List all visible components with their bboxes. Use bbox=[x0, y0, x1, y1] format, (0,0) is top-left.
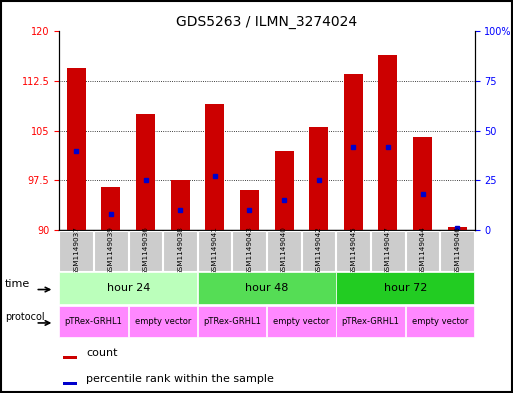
Bar bbox=[406, 306, 474, 337]
Bar bbox=[163, 231, 197, 271]
Bar bbox=[129, 231, 162, 271]
Bar bbox=[232, 231, 266, 271]
Text: GSM1149042: GSM1149042 bbox=[315, 226, 322, 275]
Bar bbox=[63, 382, 77, 385]
Text: pTRex-GRHL1: pTRex-GRHL1 bbox=[342, 317, 400, 326]
Bar bbox=[267, 231, 301, 271]
Text: GSM1149046: GSM1149046 bbox=[454, 226, 460, 275]
Text: hour 48: hour 48 bbox=[245, 283, 288, 293]
Bar bbox=[302, 231, 336, 271]
Bar bbox=[60, 272, 197, 304]
Bar bbox=[267, 306, 336, 337]
Bar bbox=[448, 227, 467, 230]
Text: GSM1149047: GSM1149047 bbox=[385, 226, 391, 275]
Text: percentile rank within the sample: percentile rank within the sample bbox=[86, 374, 274, 384]
Text: GSM1149045: GSM1149045 bbox=[350, 226, 357, 275]
Bar bbox=[198, 306, 266, 337]
Text: empty vector: empty vector bbox=[273, 317, 329, 326]
Bar bbox=[379, 55, 398, 230]
Text: GSM1149039: GSM1149039 bbox=[108, 226, 114, 275]
Bar bbox=[63, 356, 77, 360]
Bar bbox=[274, 151, 293, 230]
Text: count: count bbox=[86, 348, 117, 358]
Bar bbox=[60, 231, 93, 271]
Text: GSM1149038: GSM1149038 bbox=[177, 226, 183, 275]
Bar bbox=[240, 190, 259, 230]
Text: hour 72: hour 72 bbox=[384, 283, 427, 293]
Text: time: time bbox=[5, 279, 30, 289]
Bar bbox=[102, 187, 121, 230]
Bar bbox=[60, 306, 128, 337]
Bar bbox=[337, 272, 474, 304]
Bar bbox=[94, 231, 128, 271]
Text: GSM1149044: GSM1149044 bbox=[420, 226, 426, 275]
Title: GDS5263 / ILMN_3274024: GDS5263 / ILMN_3274024 bbox=[176, 15, 358, 29]
Text: pTRex-GRHL1: pTRex-GRHL1 bbox=[203, 317, 261, 326]
Bar bbox=[136, 114, 155, 230]
Bar bbox=[413, 137, 432, 230]
Text: GSM1149036: GSM1149036 bbox=[143, 226, 149, 275]
Text: hour 24: hour 24 bbox=[107, 283, 150, 293]
Bar bbox=[171, 180, 190, 230]
Text: GSM1149043: GSM1149043 bbox=[246, 226, 252, 275]
Bar bbox=[198, 272, 336, 304]
Text: empty vector: empty vector bbox=[412, 317, 468, 326]
Bar bbox=[198, 231, 231, 271]
Bar bbox=[67, 68, 86, 230]
Text: GSM1149040: GSM1149040 bbox=[281, 226, 287, 275]
Bar bbox=[337, 231, 370, 271]
Bar bbox=[371, 231, 405, 271]
Text: pTRex-GRHL1: pTRex-GRHL1 bbox=[65, 317, 123, 326]
Bar bbox=[440, 231, 474, 271]
Text: protocol: protocol bbox=[5, 312, 44, 322]
Bar bbox=[129, 306, 197, 337]
Bar bbox=[337, 306, 405, 337]
Text: empty vector: empty vector bbox=[135, 317, 191, 326]
Bar bbox=[205, 104, 224, 230]
Text: GSM1149041: GSM1149041 bbox=[212, 226, 218, 275]
Bar bbox=[344, 74, 363, 230]
Text: GSM1149037: GSM1149037 bbox=[73, 226, 80, 275]
Bar bbox=[406, 231, 439, 271]
Bar bbox=[309, 127, 328, 230]
